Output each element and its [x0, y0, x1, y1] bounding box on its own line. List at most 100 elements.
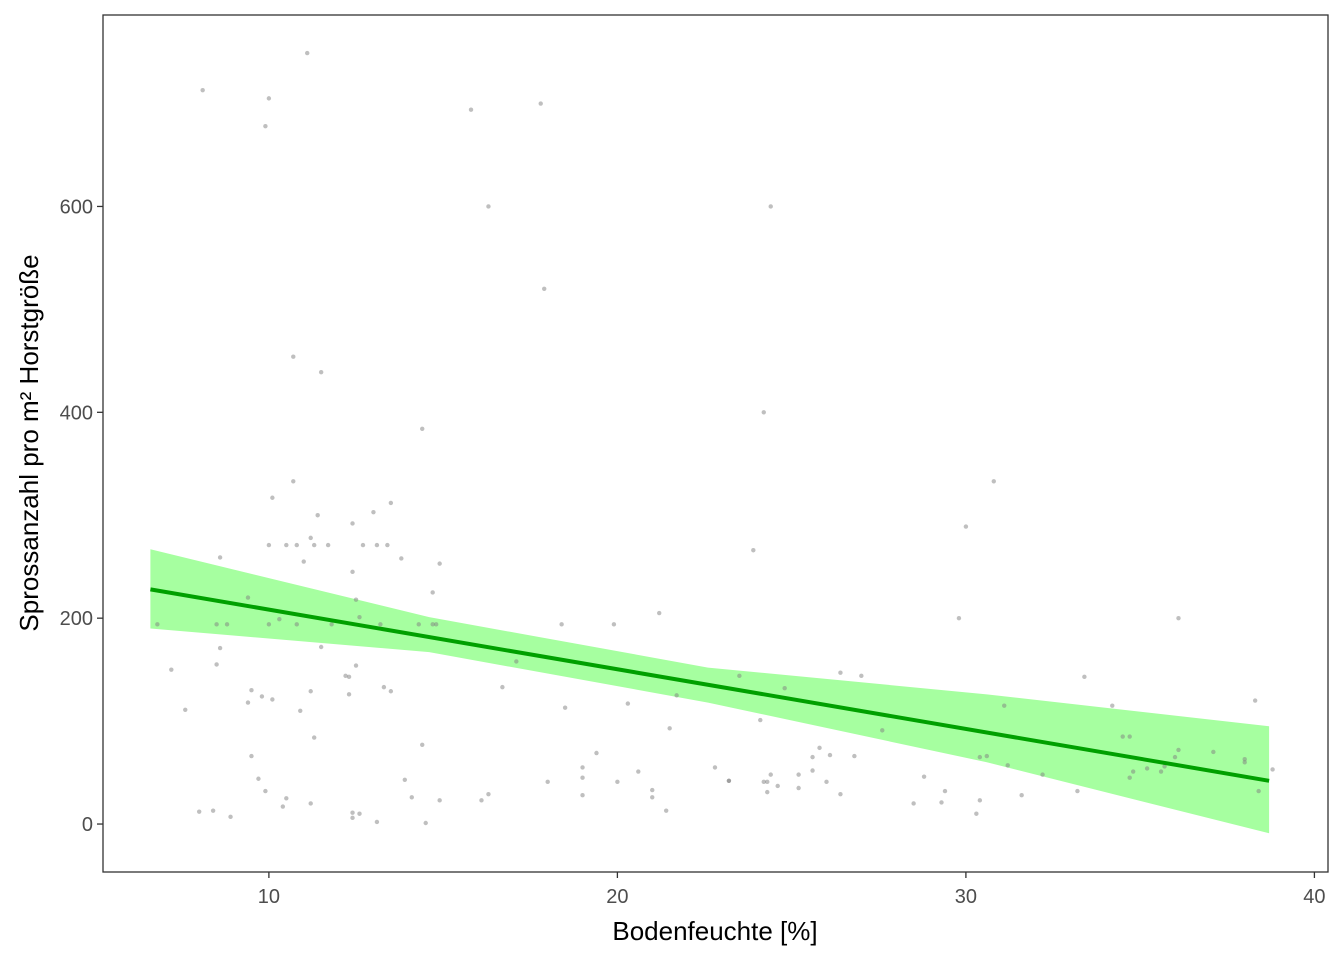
data-point	[298, 708, 303, 714]
data-point	[1158, 769, 1164, 774]
data-point	[350, 521, 355, 526]
data-point	[761, 779, 766, 785]
data-point	[765, 779, 770, 785]
data-point	[768, 204, 773, 209]
data-point	[838, 670, 843, 675]
data-point	[1144, 766, 1150, 771]
data-point	[353, 597, 359, 602]
data-point	[409, 795, 414, 800]
data-point	[430, 622, 435, 627]
data-point	[266, 542, 272, 548]
data-point	[280, 804, 286, 809]
data-point	[291, 354, 296, 359]
data-point	[388, 689, 394, 694]
data-point	[378, 622, 383, 627]
data-point	[956, 615, 962, 621]
data-point	[224, 622, 230, 627]
data-point	[228, 814, 233, 820]
data-point	[315, 513, 320, 518]
data-point	[775, 783, 780, 789]
data-point	[1075, 788, 1080, 794]
data-point	[388, 500, 394, 506]
data-point	[381, 684, 387, 690]
data-point	[1040, 772, 1045, 777]
data-point	[308, 689, 313, 694]
data-point	[346, 674, 352, 680]
data-point	[270, 697, 275, 702]
data-point	[859, 673, 864, 679]
regression-line	[150, 587, 1270, 783]
data-point	[266, 622, 272, 627]
data-point	[611, 622, 617, 627]
data-point	[343, 673, 348, 679]
data-point	[416, 622, 421, 627]
data-point	[1019, 793, 1024, 798]
data-point	[939, 800, 944, 805]
data-point	[1005, 763, 1010, 768]
data-point	[486, 791, 491, 797]
data-point	[514, 659, 519, 664]
data-point	[346, 692, 352, 697]
data-point	[1082, 674, 1087, 680]
data-point	[942, 788, 948, 794]
data-point	[196, 809, 202, 814]
data-point	[420, 742, 425, 747]
data-point	[615, 779, 620, 785]
data-point	[1120, 734, 1125, 739]
data-point	[921, 774, 927, 779]
data-point	[1176, 747, 1181, 753]
data-point	[210, 808, 216, 813]
data-point	[824, 779, 829, 785]
data-point	[259, 694, 265, 699]
data-point	[374, 542, 380, 548]
data-point	[430, 590, 435, 595]
data-point	[423, 820, 428, 826]
data-point	[155, 622, 160, 627]
data-point	[270, 495, 275, 500]
data-point	[726, 778, 732, 784]
data-point	[291, 479, 296, 484]
data-point	[318, 369, 324, 375]
data-point	[308, 801, 313, 806]
data-point	[650, 795, 655, 800]
data-point	[1252, 698, 1258, 703]
data-point	[580, 765, 585, 770]
data-point	[1172, 754, 1178, 760]
data-point	[311, 735, 317, 740]
data-point	[311, 542, 317, 548]
data-point	[374, 819, 380, 825]
data-point	[562, 705, 568, 710]
data-point	[1242, 756, 1247, 762]
data-point	[1211, 749, 1216, 755]
y-tick-label: 200	[60, 608, 93, 630]
data-point	[263, 123, 268, 129]
data-point	[625, 701, 631, 706]
data-point	[911, 801, 916, 806]
data-point	[468, 107, 474, 112]
data-point	[782, 685, 787, 691]
data-point	[371, 509, 376, 515]
data-point	[1256, 788, 1261, 794]
data-point	[420, 426, 425, 431]
data-point	[245, 595, 251, 600]
data-point	[284, 796, 289, 801]
panel-border	[102, 14, 1329, 873]
data-point	[245, 700, 251, 705]
data-point	[1130, 769, 1136, 774]
data-point	[984, 753, 990, 759]
data-point	[559, 622, 564, 627]
data-point	[256, 776, 261, 781]
data-point	[737, 673, 742, 679]
data-point	[214, 662, 219, 667]
data-point	[214, 622, 219, 627]
data-point	[810, 768, 815, 773]
data-point	[249, 688, 254, 693]
data-point	[437, 798, 442, 803]
data-point	[657, 610, 662, 616]
data-point	[249, 753, 254, 759]
data-point	[200, 87, 205, 93]
data-point	[817, 745, 822, 751]
data-point	[217, 645, 223, 651]
data-point	[765, 789, 770, 795]
